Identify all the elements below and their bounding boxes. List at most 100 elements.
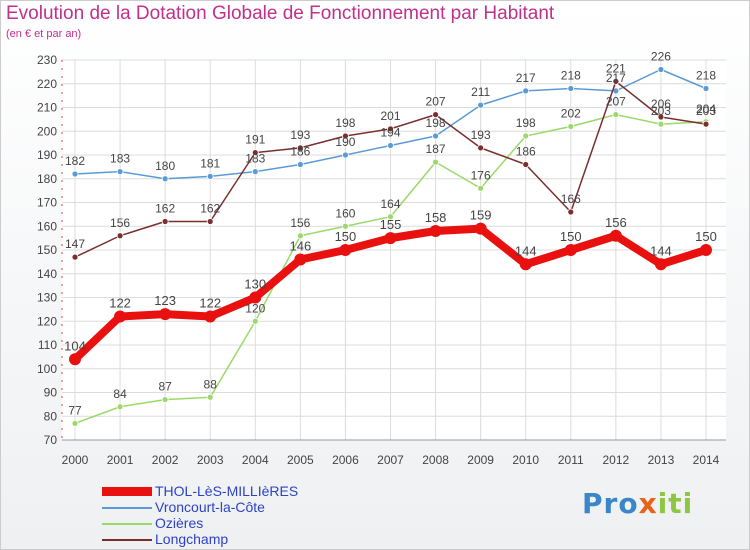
data-label: 130: [244, 277, 266, 292]
y-tick-label: 220: [37, 77, 57, 91]
x-tick-label: 2014: [693, 453, 720, 467]
data-label: 158: [425, 210, 447, 225]
data-label: 191: [245, 133, 265, 147]
x-tick-label: 2008: [422, 453, 449, 467]
data-label: 198: [426, 116, 446, 130]
data-point: [71, 253, 79, 261]
data-label: 87: [158, 380, 172, 394]
logo-letter: r: [603, 487, 619, 520]
legend-swatch-ozieres: [102, 523, 152, 525]
data-label: 183: [245, 152, 265, 166]
data-label: 181: [200, 156, 220, 170]
logo-letter: t: [668, 487, 683, 520]
y-tick-label: 110: [38, 338, 57, 352]
data-label: 155: [380, 217, 402, 232]
data-label: 156: [605, 215, 627, 230]
data-point: [342, 151, 349, 159]
data-label: 183: [110, 152, 130, 166]
y-tick-label: 170: [37, 196, 57, 210]
data-label: 202: [561, 107, 581, 121]
data-point: [567, 208, 575, 216]
data-label: 166: [561, 192, 581, 206]
data-point: [564, 244, 577, 256]
data-point: [702, 85, 710, 92]
data-point: [116, 168, 124, 176]
x-tick-label: 2011: [558, 453, 584, 467]
logo-letter: P: [582, 487, 604, 520]
data-label: 206: [651, 97, 671, 111]
data-point: [654, 258, 667, 271]
data-point: [296, 161, 304, 168]
y-tick-label: 100: [37, 362, 57, 376]
data-point: [477, 184, 485, 192]
data-label: 176: [471, 168, 491, 182]
data-label: 159: [470, 208, 492, 223]
data-point: [657, 120, 665, 128]
data-label: 162: [155, 202, 175, 216]
data-label: 122: [199, 296, 221, 311]
data-label: 203: [696, 104, 716, 118]
logo-letter: i: [657, 487, 669, 520]
data-point: [657, 113, 665, 121]
x-tick-label: 2013: [648, 453, 675, 467]
data-label: 84: [113, 387, 127, 401]
data-label: 150: [335, 229, 357, 244]
data-point: [206, 218, 214, 225]
data-point: [161, 175, 169, 183]
data-label: 88: [204, 377, 218, 391]
x-tick-label: 2000: [62, 453, 89, 467]
data-point: [206, 393, 214, 401]
data-point: [474, 222, 487, 235]
data-point: [702, 120, 710, 128]
data-point: [384, 232, 397, 245]
data-point: [522, 161, 530, 168]
data-label: 186: [290, 145, 310, 159]
data-label: 123: [154, 293, 176, 308]
proxiti-logo: Proxiti: [582, 487, 693, 520]
data-point: [432, 132, 439, 140]
data-label: 193: [471, 128, 491, 142]
data-point: [700, 244, 712, 256]
legend-label-ozieres: Ozières: [155, 515, 204, 531]
data-point: [294, 253, 307, 266]
data-label: 144: [515, 243, 537, 258]
data-label: 120: [245, 301, 265, 315]
data-label: 211: [471, 85, 490, 99]
data-point: [519, 258, 532, 271]
data-label: 187: [426, 142, 446, 156]
chart-title: Evolution de la Dotation Globale de Fonc…: [6, 3, 555, 24]
data-point: [161, 218, 169, 225]
data-label: 218: [561, 69, 581, 83]
y-tick-label: 180: [37, 172, 57, 186]
x-tick-label: 2004: [242, 453, 269, 467]
data-label: 162: [200, 202, 220, 216]
data-point: [161, 396, 169, 404]
data-point: [432, 111, 439, 119]
data-point: [567, 85, 575, 92]
data-label: 150: [695, 229, 717, 244]
data-point: [251, 149, 259, 157]
data-label: 156: [110, 216, 130, 230]
y-tick-label: 140: [37, 267, 57, 281]
data-point: [71, 170, 79, 178]
x-tick-label: 2003: [197, 453, 224, 467]
data-point: [159, 308, 172, 321]
data-label: 198: [516, 116, 536, 130]
data-point: [612, 111, 620, 119]
data-point: [612, 77, 620, 85]
x-tick-label: 2012: [603, 453, 630, 467]
data-label: 204: [696, 102, 716, 116]
data-label: 160: [335, 206, 355, 220]
logo-letter: i: [682, 487, 694, 520]
data-point: [342, 132, 349, 140]
data-point: [251, 168, 259, 176]
data-point: [477, 144, 485, 152]
legend-swatch-vroncourt: [102, 507, 152, 509]
data-label: 198: [335, 116, 355, 130]
x-tick-label: 2007: [377, 453, 404, 467]
data-point: [387, 142, 394, 149]
y-tick-label: 150: [37, 243, 57, 257]
data-point: [296, 232, 304, 240]
data-point: [387, 213, 394, 221]
data-label: 218: [696, 69, 716, 83]
